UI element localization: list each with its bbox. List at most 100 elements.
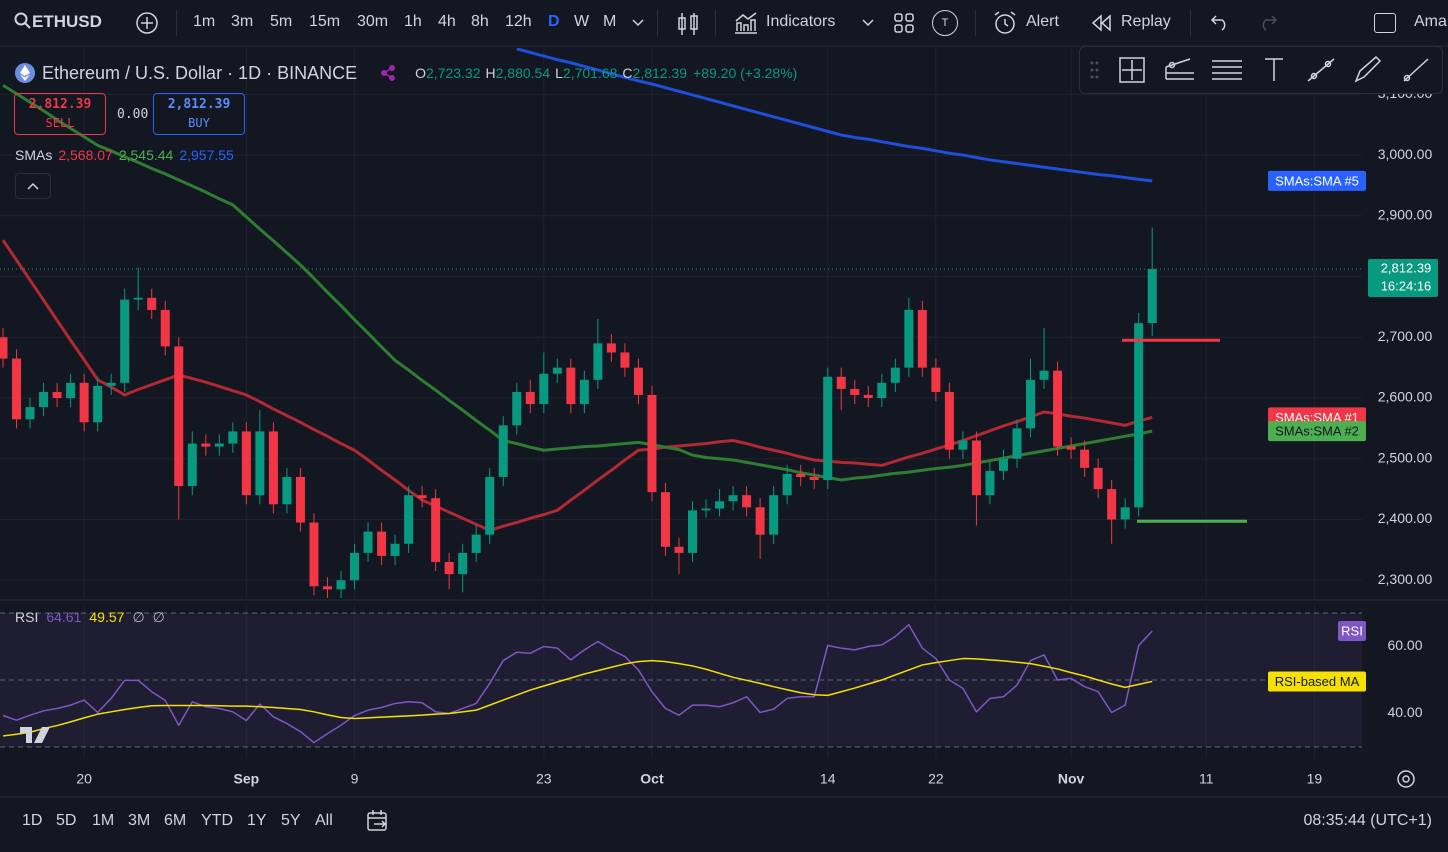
x-tick-label: Sep bbox=[234, 771, 260, 787]
series-tag: SMAs:SMA #5 bbox=[1275, 173, 1359, 188]
candle-body bbox=[174, 346, 184, 487]
x-tick-label: 11 bbox=[1199, 771, 1214, 787]
ohlc-key: C bbox=[622, 65, 633, 81]
range-button[interactable]: 3M bbox=[128, 812, 151, 829]
separator bbox=[715, 10, 716, 36]
template-button[interactable]: T bbox=[932, 10, 958, 36]
date-range-button[interactable] bbox=[365, 808, 391, 834]
candle-body bbox=[552, 367, 562, 374]
buy-label: BUY bbox=[188, 116, 210, 130]
candle-body bbox=[471, 534, 481, 553]
range-button[interactable]: 6M bbox=[164, 812, 187, 829]
candle-body bbox=[322, 586, 332, 590]
candle-body bbox=[255, 431, 265, 496]
brush-tool[interactable] bbox=[1354, 55, 1382, 83]
interval-button[interactable]: 12h bbox=[505, 13, 532, 30]
interval-button[interactable]: 30m bbox=[357, 13, 389, 30]
candle-body bbox=[890, 367, 900, 383]
interval-button[interactable]: 15m bbox=[309, 13, 341, 30]
range-button[interactable]: 1M bbox=[92, 812, 115, 829]
candle-body bbox=[160, 309, 170, 347]
indicators-icon[interactable] bbox=[733, 11, 759, 35]
interval-button[interactable]: 5m bbox=[270, 13, 293, 30]
x-tick-label: 14 bbox=[820, 771, 836, 787]
candle-body bbox=[917, 309, 927, 368]
candle-body bbox=[377, 531, 387, 556]
change: +89.20 (+3.28%) bbox=[693, 65, 798, 81]
y-tick-label: 2,600.00 bbox=[1378, 389, 1433, 405]
x-tick-label: 19 bbox=[1307, 771, 1323, 787]
symbol-search[interactable]: ETHUSD bbox=[14, 12, 102, 32]
candle-body bbox=[295, 476, 305, 523]
candle-body bbox=[958, 440, 968, 450]
interval-button[interactable]: 3m bbox=[231, 13, 254, 30]
candle-body bbox=[350, 552, 360, 581]
alert-icon[interactable] bbox=[993, 10, 1021, 36]
candle-body bbox=[742, 495, 752, 508]
account-label[interactable]: Ama bbox=[1414, 13, 1447, 30]
replay-button[interactable]: Replay bbox=[1121, 13, 1171, 30]
range-button[interactable]: 1Y bbox=[247, 812, 267, 829]
x-tick-label: 9 bbox=[351, 771, 359, 787]
candle-body bbox=[1147, 269, 1157, 324]
candle-body bbox=[404, 495, 414, 544]
series-tag-bg bbox=[1268, 421, 1366, 442]
candle-body bbox=[1026, 379, 1036, 429]
line-series bbox=[2, 623, 1153, 744]
candle-body bbox=[796, 473, 806, 477]
interval-button[interactable]: 1h bbox=[404, 13, 422, 30]
ohlc-key: L bbox=[555, 65, 563, 81]
symbol: ETHUSD bbox=[32, 12, 102, 31]
chart-type-button[interactable] bbox=[676, 11, 700, 37]
replay-icon[interactable] bbox=[1091, 14, 1113, 32]
undo-button[interactable] bbox=[1210, 14, 1232, 32]
indicators-chevron[interactable] bbox=[860, 16, 876, 30]
interval-chevron[interactable] bbox=[630, 16, 646, 30]
trend-tool[interactable] bbox=[1165, 58, 1194, 80]
data-source-icon[interactable] bbox=[379, 64, 397, 82]
crosshair-tool[interactable] bbox=[1119, 57, 1145, 83]
clock[interactable]: 08:35:44 (UTC+1) bbox=[1303, 812, 1432, 829]
candle-body bbox=[579, 379, 589, 405]
range-button[interactable]: 5D bbox=[56, 812, 77, 829]
redo-button[interactable] bbox=[1256, 14, 1278, 32]
candle-body bbox=[633, 367, 643, 395]
fullscreen-button[interactable] bbox=[1374, 13, 1396, 33]
rsi-pane bbox=[0, 612, 1362, 748]
range-button[interactable]: All bbox=[315, 812, 333, 829]
candle-body bbox=[985, 470, 995, 496]
candle-body bbox=[1107, 489, 1117, 520]
text-tool[interactable] bbox=[1265, 58, 1283, 81]
interval-button[interactable]: W bbox=[574, 13, 590, 30]
buy-price: 2,812.39 bbox=[167, 97, 231, 112]
countdown: 16:24:16 bbox=[1381, 278, 1432, 293]
separator bbox=[176, 10, 177, 36]
interval-button[interactable]: 8h bbox=[471, 13, 489, 30]
fib-tool[interactable] bbox=[1212, 60, 1242, 80]
compare-button[interactable] bbox=[135, 11, 159, 35]
buy-button[interactable]: 2,812.39 BUY bbox=[153, 93, 245, 135]
settings-icon[interactable] bbox=[1397, 770, 1415, 788]
range-button[interactable]: 5Y bbox=[281, 812, 301, 829]
axes: 20 Sep 9 23 Oct 14 22 Nov 11 19 2,300.00 2,400.00 2,… bbox=[0, 45, 1448, 798]
candle-body bbox=[1080, 449, 1090, 468]
interval-button[interactable]: 4h bbox=[438, 13, 456, 30]
candle-body bbox=[998, 458, 1008, 471]
line-tool[interactable] bbox=[1307, 58, 1335, 82]
sell-button[interactable]: 2,812.39 SELL bbox=[14, 93, 106, 135]
ohlc-item: O2,723.32 bbox=[415, 65, 480, 81]
y-tick-label: 2,700.00 bbox=[1378, 328, 1433, 344]
range-button[interactable]: YTD bbox=[201, 812, 233, 829]
interval-button[interactable]: M bbox=[603, 13, 617, 30]
ray-tool[interactable] bbox=[1403, 58, 1429, 82]
alert-button[interactable]: Alert bbox=[1026, 13, 1059, 30]
interval-button[interactable]: D bbox=[548, 13, 560, 30]
y-tick-label: 2,300.00 bbox=[1378, 571, 1433, 587]
interval-button[interactable]: 1m bbox=[193, 13, 216, 30]
candle-body bbox=[363, 531, 373, 553]
layouts-button[interactable] bbox=[893, 12, 915, 34]
collapse-legend[interactable] bbox=[15, 173, 51, 199]
indicators-button[interactable]: Indicators bbox=[766, 13, 836, 30]
range-button[interactable]: 1D bbox=[22, 812, 43, 829]
candle-body bbox=[1120, 507, 1130, 520]
